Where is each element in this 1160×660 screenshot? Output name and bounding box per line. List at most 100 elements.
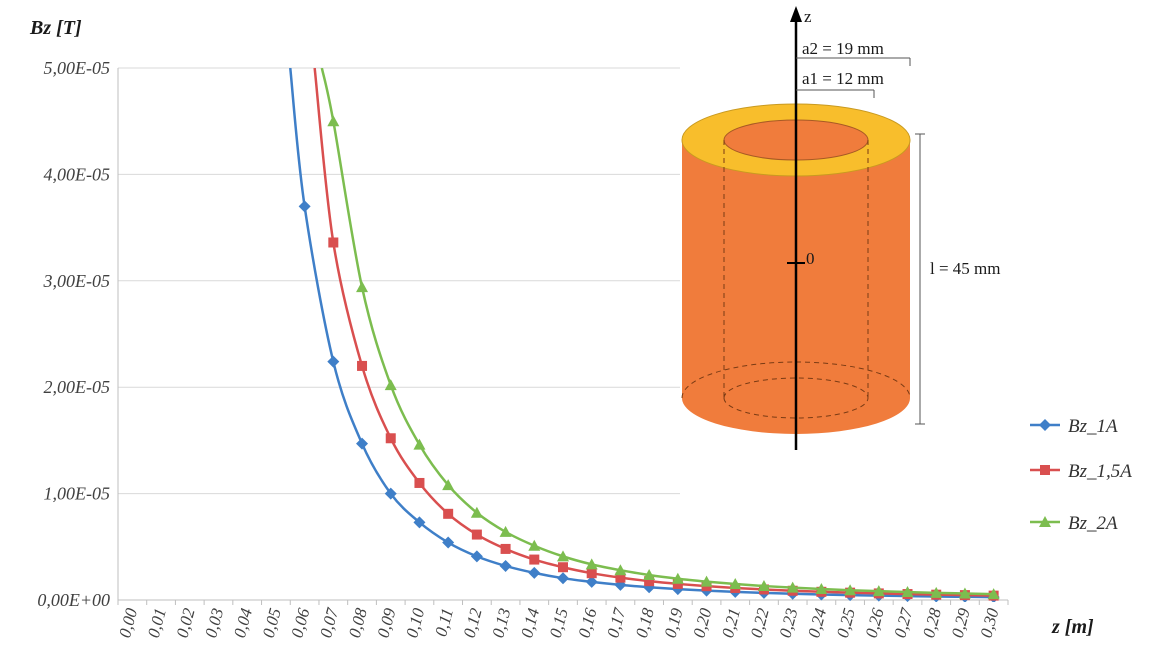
x-tick-label: 0,08 xyxy=(345,606,371,640)
z-axis-arrow-icon xyxy=(790,6,802,22)
x-tick-label: 0,25 xyxy=(833,606,859,640)
x-tick-label: 0,22 xyxy=(747,606,773,640)
data-point xyxy=(557,550,569,562)
outer-radius-label: a2 = 19 mm xyxy=(802,39,884,58)
data-point xyxy=(930,586,943,598)
data-point xyxy=(586,568,597,579)
x-tick-label: 0,10 xyxy=(402,606,428,640)
x-tick-label: 0,05 xyxy=(259,606,285,640)
y-axis-title: Bz [T] xyxy=(29,17,82,39)
x-tick-label: 0,09 xyxy=(374,606,400,640)
data-point xyxy=(958,587,971,599)
data-point xyxy=(356,437,369,450)
y-axis-ticks: 0,00E+00 1,00E-05 2,00E-05 3,00E-05 4,00E-05… xyxy=(37,58,110,610)
x-tick-label: 0,11 xyxy=(431,606,457,638)
data-point xyxy=(413,438,426,450)
x-tick-label: 0,04 xyxy=(230,606,256,640)
x-tick-label: 0,19 xyxy=(661,606,687,640)
series-Bz_2A xyxy=(320,68,1000,600)
y-tick-label: 2,00E-05 xyxy=(44,377,111,397)
y-tick-label: 3,00E-05 xyxy=(43,271,111,291)
data-point xyxy=(644,576,655,587)
legend-marker xyxy=(1039,419,1051,431)
y-tick-label: 5,00E-05 xyxy=(44,58,111,78)
data-point xyxy=(442,536,455,549)
data-point xyxy=(499,525,512,537)
legend-marker xyxy=(1039,516,1051,527)
data-point xyxy=(500,543,511,554)
data-point xyxy=(385,433,396,444)
data-point xyxy=(615,572,626,583)
legend-marker xyxy=(1040,465,1050,475)
data-point xyxy=(413,516,426,529)
x-tick-label: 0,01 xyxy=(144,606,170,640)
z-axis-label: z xyxy=(804,7,812,26)
x-tick-label: 0,13 xyxy=(488,606,514,640)
x-tick-label: 0,00 xyxy=(115,606,141,640)
legend-label: Bz_2A xyxy=(1068,513,1118,534)
data-point xyxy=(585,575,598,588)
origin-label: 0 xyxy=(806,249,815,268)
data-point xyxy=(672,578,683,589)
data-point xyxy=(558,562,568,573)
data-point xyxy=(700,575,713,587)
x-tick-label: 0,27 xyxy=(890,605,916,640)
data-point xyxy=(987,588,1000,600)
data-point xyxy=(844,584,857,596)
length-label: l = 45 mm xyxy=(930,259,1001,278)
x-tick-label: 0,28 xyxy=(919,606,945,640)
data-point xyxy=(671,572,684,584)
x-axis-ticks: 0,00 0,01 0,02 0,03 0,04 0,05 0,06 0,07 0,08 0,09… xyxy=(115,600,1009,640)
data-point xyxy=(872,585,885,597)
x-tick-label: 0,26 xyxy=(862,606,888,640)
x-tick-label: 0,30 xyxy=(976,606,1002,640)
data-point xyxy=(384,379,397,391)
inner-bottom-front-hidden xyxy=(723,397,869,419)
x-tick-label: 0,15 xyxy=(546,606,572,640)
data-point xyxy=(786,581,799,593)
data-point xyxy=(356,281,369,293)
data-point xyxy=(557,572,569,585)
legend: Bz_1A Bz_1,5A Bz_2A xyxy=(1030,416,1132,534)
x-tick-label: 0,17 xyxy=(603,605,629,640)
outer-bottom-hidden xyxy=(681,361,911,399)
y-tick-label: 4,00E-05 xyxy=(44,164,111,184)
x-axis-title: z [m] xyxy=(1051,616,1094,638)
data-point xyxy=(614,564,627,576)
x-tick-label: 0,14 xyxy=(517,606,543,640)
data-point xyxy=(298,200,311,213)
inner-radius-label: a1 = 12 mm xyxy=(802,69,884,88)
cylinder-diagram: z 0 a2 = 19 mm a1 = 12 mm l = 45 mm xyxy=(681,6,1001,450)
data-point xyxy=(499,559,512,572)
data-point xyxy=(528,539,541,551)
data-point xyxy=(327,115,340,127)
gridlines xyxy=(118,67,680,495)
data-point xyxy=(729,578,742,590)
data-point xyxy=(470,506,483,518)
data-point xyxy=(414,477,425,488)
data-point xyxy=(471,529,482,540)
y-tick-label: 1,00E-05 xyxy=(44,484,111,504)
x-tick-label: 0,21 xyxy=(718,606,744,640)
x-tick-label: 0,20 xyxy=(689,606,715,640)
data-point xyxy=(470,550,483,563)
data-point xyxy=(901,586,914,598)
x-tick-label: 0,07 xyxy=(316,605,342,640)
inner-bottom-hidden xyxy=(723,377,869,399)
data-point xyxy=(328,237,339,248)
legend-label: Bz_1,5A xyxy=(1068,461,1132,482)
x-tick-label: 0,02 xyxy=(173,606,199,640)
data-point xyxy=(443,508,454,519)
data-point xyxy=(529,554,540,565)
x-tick-label: 0,24 xyxy=(804,606,830,640)
legend-label: Bz_1A xyxy=(1068,416,1118,437)
data-point xyxy=(757,580,770,592)
data-point xyxy=(442,479,455,491)
x-tick-label: 0,23 xyxy=(775,606,801,640)
data-point xyxy=(357,360,368,371)
x-tick-label: 0,29 xyxy=(948,606,974,640)
data-point xyxy=(384,487,397,500)
data-point xyxy=(327,355,340,368)
x-tick-label: 0,18 xyxy=(632,606,658,640)
